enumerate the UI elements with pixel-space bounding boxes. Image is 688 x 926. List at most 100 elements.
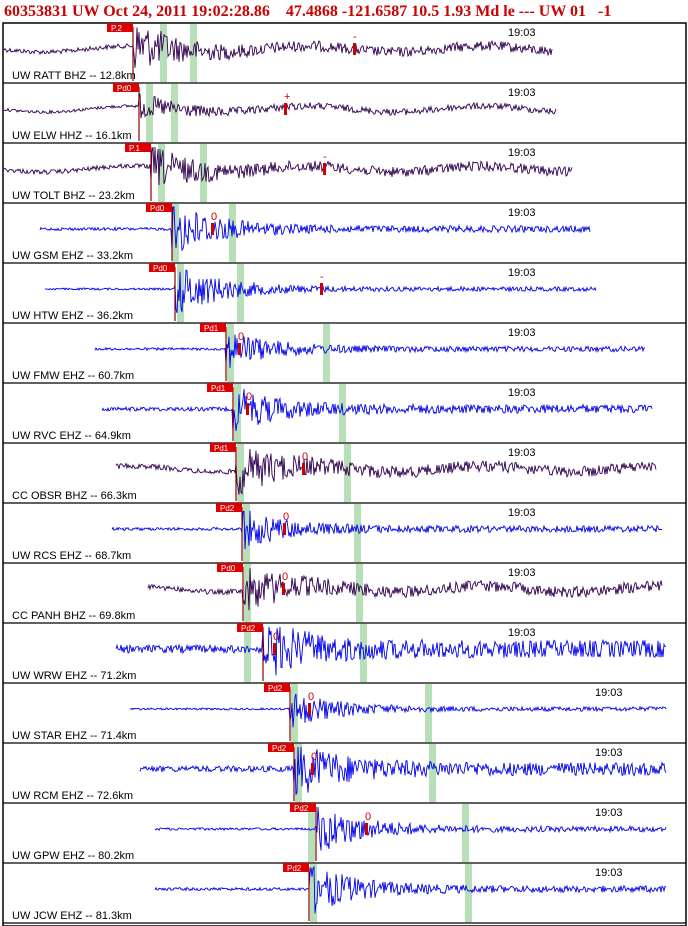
waveform [111,510,662,550]
station-label: UW WRW EHZ -- 71.2km [12,670,136,682]
pick-flag[interactable] [200,323,226,332]
coda-marker [284,103,287,115]
p-arrival-band [158,144,165,202]
p-arrival-band [234,384,241,442]
pick-label: Pd1 [211,384,226,393]
coda-marker-label: 0 [365,811,371,823]
s-arrival-band [462,804,469,862]
pick-flag[interactable] [290,803,316,812]
time-label: 19:03 [508,567,536,579]
waveform [3,146,573,186]
waveform [154,806,667,851]
p-arrival-band [160,24,167,82]
pick-flag[interactable] [113,83,139,92]
pick-flag[interactable] [125,143,151,152]
time-label: 19:03 [508,507,536,519]
pick-label: P.1 [129,144,141,153]
panel-frame [2,22,687,926]
p-arrival-band [291,684,298,742]
station-label: UW RATT BHZ -- 12.8km [12,70,136,82]
coda-marker [323,163,326,175]
pick-flag[interactable] [207,383,233,392]
coda-marker-label: 0 [302,451,308,463]
coda-marker [353,43,356,55]
pick-flag[interactable] [210,443,236,452]
trace-row[interactable]: P.1 - 19:03 UW TOLT BHZ -- 23.2km [3,143,686,204]
p-arrival-band [243,504,250,562]
station-label: UW RCM EHZ -- 72.6km [12,790,133,802]
trace-row[interactable]: Pd0 0 19:03 UW GSM EHZ -- 33.2km [3,203,686,264]
trace-row[interactable]: Pd0 - 19:03 UW HTW EHZ -- 36.2km [3,263,686,324]
s-arrival-band [356,564,363,622]
time-label: 19:03 [508,147,536,159]
pick-label: Pd2 [294,804,309,813]
coda-marker-label: - [323,151,327,163]
pick-flag[interactable] [146,203,172,212]
station-label: UW TOLT BHZ -- 23.2km [12,190,135,202]
coda-marker-label: - [320,271,324,283]
event-header: 60353831 UW Oct 24, 2011 19:02:28.86 47.… [4,3,612,20]
waveform [94,334,646,369]
pick-flag[interactable] [283,863,309,872]
trace-row[interactable]: Pd1 0 19:03 UW RVC EHZ -- 64.9km [3,383,686,444]
waveform [115,448,657,495]
s-arrival-band [429,744,436,802]
pick-label: Pd1 [214,444,229,453]
time-label: 19:03 [508,207,536,219]
trace-row[interactable]: Pd0 + 19:03 UW ELW HHZ -- 16.1km [3,83,686,144]
waveform [147,568,663,611]
waveform [115,626,667,676]
pick-label: Pd2 [268,684,283,693]
pick-label: Pd2 [287,864,302,873]
coda-marker [302,463,305,475]
station-label: CC PANH BHZ -- 69.8km [12,610,135,622]
pick-label: Pd0 [150,204,165,213]
pick-flag[interactable] [264,683,290,692]
coda-marker-label: - [353,31,357,43]
pick-flag[interactable] [216,503,242,512]
pick-flag[interactable] [149,263,175,272]
waveform [3,27,553,68]
time-label: 19:03 [595,687,623,699]
trace-row[interactable]: Pd2 0 19:03 UW RCS EHZ -- 68.7km [3,503,686,564]
trace-row[interactable]: Pd2 0 19:03 UW GPW EHZ -- 80.2km [3,803,686,864]
waveform [101,389,653,432]
time-label: 19:03 [508,447,536,459]
pick-flag[interactable] [237,623,263,632]
trace-row[interactable]: Pd2 0 19:03 UW STAR EHZ -- 71.4km [3,683,686,744]
time-label: 19:03 [595,747,623,759]
s-arrival-band [344,444,351,502]
station-label: UW FMW EHZ -- 60.7km [12,370,134,382]
coda-marker [283,523,286,535]
pick-flag[interactable] [217,563,243,572]
s-arrival-band [171,84,178,142]
pick-label: Pd2 [220,504,235,513]
station-label: UW HTW EHZ -- 36.2km [12,310,133,322]
trace-row[interactable]: Pd0 0 19:03 CC PANH BHZ -- 69.8km [3,563,686,624]
trace-row[interactable]: Pd2 0 19:03 UW WRW EHZ -- 71.2km [3,623,686,684]
coda-marker-label: 0 [308,691,314,703]
trace-row[interactable]: Pd1 0 19:03 CC OBSR BHZ -- 66.3km [3,443,686,504]
trace-row[interactable]: Pd1 0 19:03 UW FMW EHZ -- 60.7km [3,323,686,384]
pick-flag[interactable] [107,23,133,32]
waveform [3,93,557,119]
coda-marker-label: 0 [211,211,217,223]
coda-marker-label: 0 [238,331,244,343]
pick-flag[interactable] [268,743,294,752]
coda-marker [365,823,368,835]
pick-label: Pd1 [204,324,219,333]
time-label: 19:03 [508,627,536,639]
coda-marker-label: 0 [311,751,317,763]
trace-row[interactable]: P.2 - 19:03 UW RATT BHZ -- 12.8km [3,23,686,84]
time-label: 19:03 [508,87,536,99]
coda-marker [308,703,311,715]
time-label: 19:03 [508,387,536,399]
time-label: 19:03 [595,867,623,879]
p-arrival-band [237,444,244,502]
waveform [39,206,591,252]
waveform [154,865,667,914]
coda-marker [311,763,314,775]
trace-row[interactable]: Pd2 0 19:03 UW RCM EHZ -- 72.6km [3,743,686,804]
